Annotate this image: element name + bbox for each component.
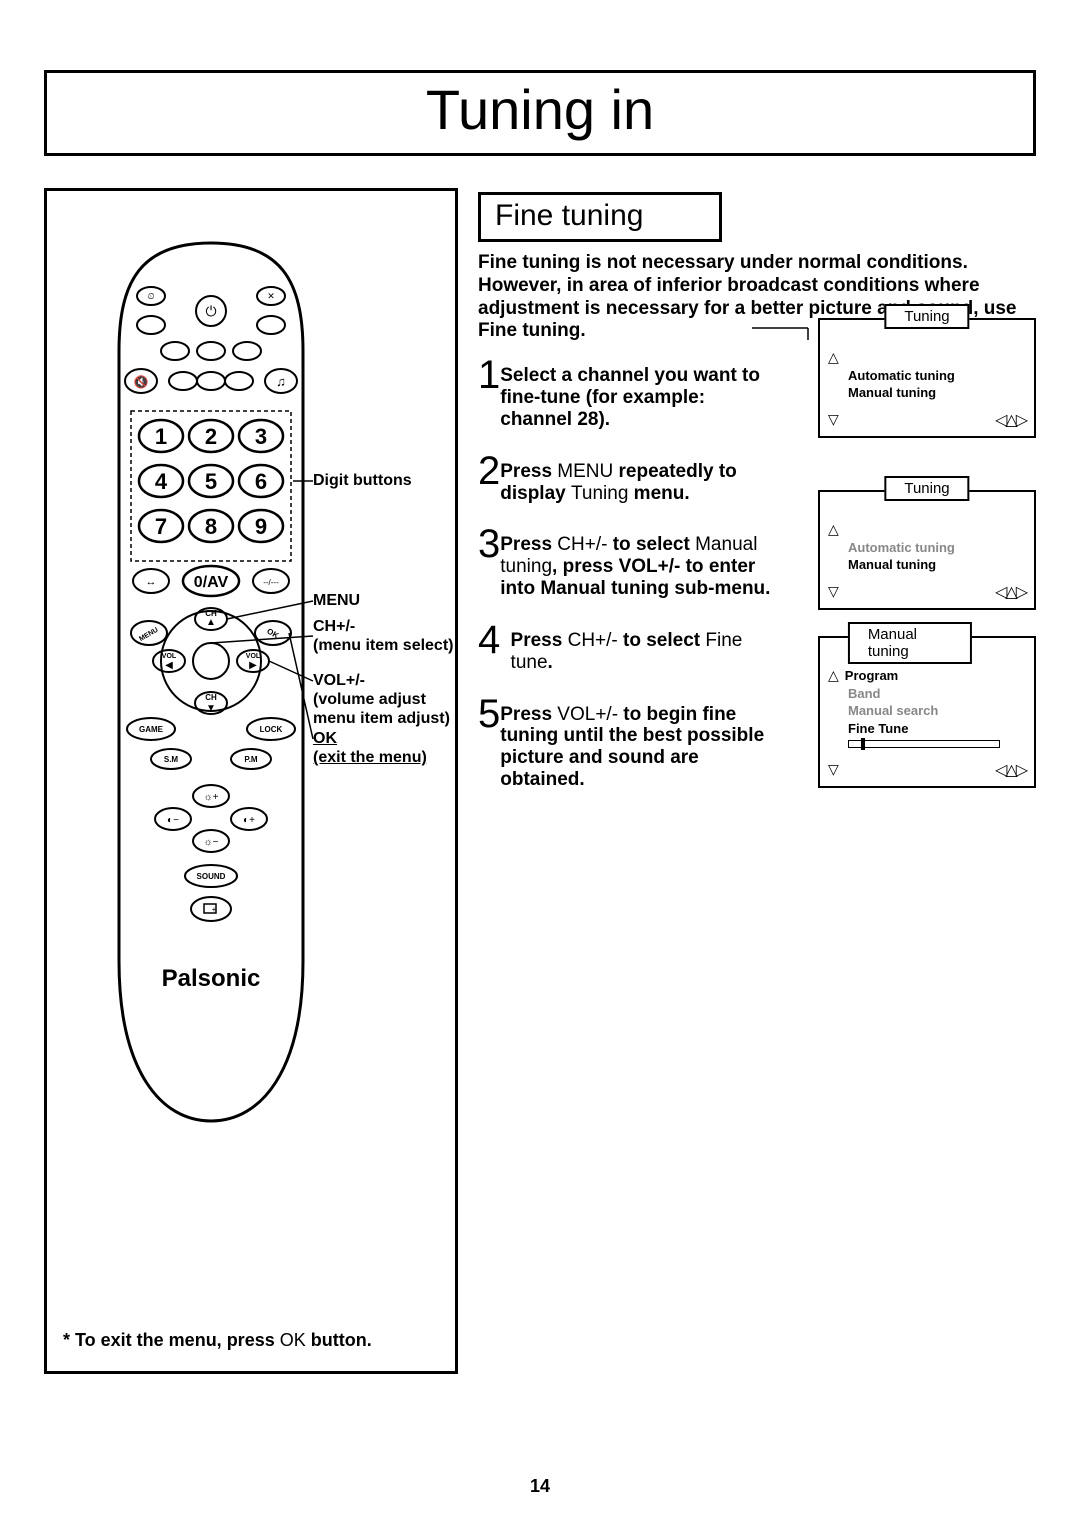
svg-text:S.M: S.M: [164, 755, 179, 764]
svg-text:GAME: GAME: [139, 725, 164, 734]
instructions-column: Fine tuning Fine tuning is not necessary…: [458, 188, 1042, 1374]
osd-tuning-2: Tuning △ Automatic tuning Manual tuning …: [818, 490, 1036, 610]
svg-text:4: 4: [155, 469, 168, 494]
svg-text:0/AV: 0/AV: [194, 574, 229, 591]
svg-text:8: 8: [205, 514, 217, 539]
svg-text:1: 1: [155, 424, 167, 449]
callout-vol: VOL+/- (volume adjust menu item adjust): [313, 671, 455, 729]
svg-text:7: 7: [155, 514, 167, 539]
svg-text:♫: ♫: [276, 374, 286, 389]
svg-text:▶: ▶: [249, 660, 257, 671]
remote-diagram: ⏲ ✕ ⏻ 🔇 ♫ 1 2 3 4 5 6 7 8 9: [101, 241, 321, 1141]
step-5: 5 Press VOL+/- to begin fine tuning unti…: [478, 694, 778, 791]
svg-text:☼−: ☼−: [203, 837, 218, 848]
svg-text:▼: ▼: [206, 703, 216, 714]
svg-text:6: 6: [255, 469, 267, 494]
step-4: 4 Press CH+/- to select Fine tune.: [478, 620, 778, 674]
step-2: 2 Press MENU repeatedly to display Tunin…: [478, 451, 778, 505]
callout-ch: CH+/- (menu item select): [313, 617, 453, 655]
svg-text:--/---: --/---: [263, 578, 279, 587]
svg-text:◐+: ◐+: [243, 815, 255, 826]
svg-text:↔: ↔: [146, 576, 157, 588]
svg-text:VOL: VOL: [162, 653, 177, 660]
svg-text:VOL: VOL: [246, 653, 261, 660]
remote-panel: ⏲ ✕ ⏻ 🔇 ♫ 1 2 3 4 5 6 7 8 9: [44, 188, 458, 1374]
svg-text:Palsonic: Palsonic: [162, 965, 261, 992]
fine-tune-slider: [848, 740, 1000, 748]
callout-menu: MENU: [313, 591, 360, 610]
page-title: Tuning in: [44, 70, 1036, 156]
svg-text:2: 2: [205, 424, 217, 449]
svg-text:✕: ✕: [267, 291, 275, 301]
osd-manual-tuning: Manual tuning △Program Band Manual searc…: [818, 636, 1036, 788]
svg-text:⏲: ⏲: [147, 291, 154, 301]
svg-text:◀: ◀: [165, 660, 173, 671]
step-1: 1 Select a channel you want to fine-tune…: [478, 355, 778, 431]
page-number: 14: [0, 1476, 1080, 1497]
svg-text:SOUND: SOUND: [197, 872, 226, 881]
osd-tuning-1: Tuning △ Automatic tuning Manual tuning …: [818, 318, 1036, 438]
svg-text:LOCK: LOCK: [260, 725, 283, 734]
svg-text:⏻: ⏻: [205, 303, 216, 319]
svg-text:☼+: ☼+: [203, 792, 218, 803]
section-title: Fine tuning: [478, 192, 722, 242]
svg-text:◐−: ◐−: [167, 815, 179, 826]
svg-text:CH: CH: [205, 693, 217, 702]
svg-text:P.M: P.M: [244, 755, 258, 764]
exit-note: * To exit the menu, press OK button.: [63, 1330, 372, 1351]
svg-text:MENU: MENU: [138, 627, 159, 643]
callout-ok: OK (exit the menu): [313, 729, 427, 767]
step-3: 3 Press CH+/- to select Manual tuning, p…: [478, 524, 778, 600]
svg-text:▲: ▲: [206, 617, 216, 628]
svg-text:3: 3: [255, 424, 267, 449]
svg-text:🔇: 🔇: [134, 375, 149, 389]
svg-text:9: 9: [255, 514, 267, 539]
svg-text:+: +: [212, 905, 217, 914]
callout-digit: Digit buttons: [313, 471, 412, 490]
svg-text:5: 5: [205, 469, 217, 494]
